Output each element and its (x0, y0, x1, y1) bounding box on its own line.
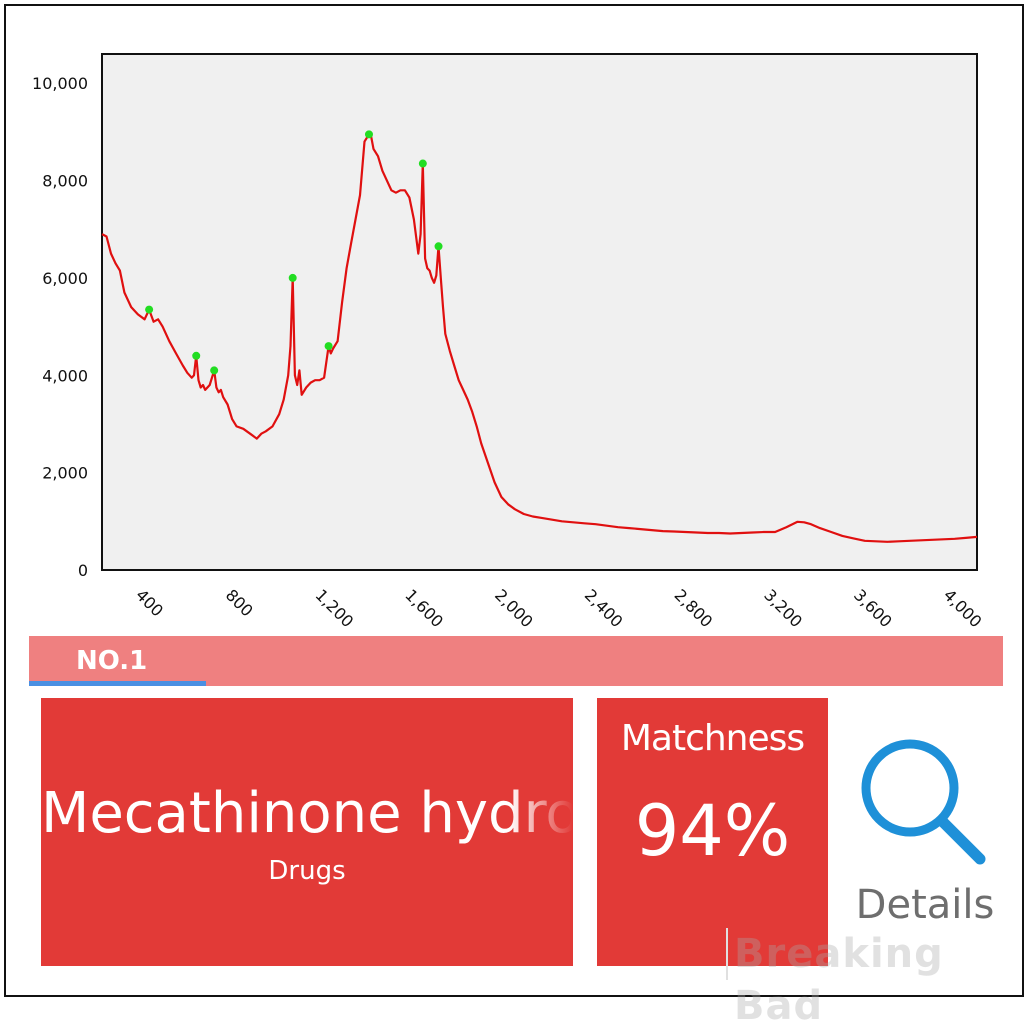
x-tick-label: 1,200 (312, 585, 358, 631)
y-tick-label: 8,000 (42, 172, 88, 191)
x-tick-label: 2,400 (581, 585, 627, 631)
y-axis-ticks: 0 2,000 4,000 6,000 8,000 10,000 (32, 74, 88, 580)
search-icon (861, 739, 986, 865)
x-tick-label: 2,800 (671, 585, 717, 631)
x-tick-label: 3,200 (760, 585, 806, 631)
peak-marker (434, 242, 443, 251)
peak-marker (192, 351, 201, 360)
matchness-label: Matchness (620, 718, 805, 759)
tab-active-indicator (29, 681, 206, 686)
peak-marker (418, 159, 427, 168)
x-axis-ticks: 400 800 1,200 1,600 2,000 2,400 2,800 3,200 3,60… (132, 585, 986, 631)
plot-area (101, 53, 978, 571)
peak-marker (288, 273, 297, 282)
x-tick-label: 3,600 (850, 585, 896, 631)
y-tick-label: 10,000 (32, 74, 88, 93)
spectrum-chart: 0 2,000 4,000 6,000 8,000 10,000 400 800 1,200 1… (32, 53, 986, 631)
y-tick-label: 4,000 (42, 366, 88, 385)
matchness-value: 94% (634, 790, 791, 872)
peak-marker (364, 130, 373, 139)
details-button[interactable]: Details (840, 726, 1010, 936)
x-tick-label: 1,600 (401, 585, 447, 631)
spectrum-line (101, 133, 978, 543)
compound-name: Mecathinone hydrochloride (41, 781, 573, 846)
x-tick-label: 800 (222, 585, 257, 620)
peak-marker (145, 305, 154, 314)
x-tick-label: 400 (132, 585, 167, 620)
details-label: Details (855, 882, 995, 928)
x-tick-label: 4,000 (940, 585, 986, 631)
peak-marker (210, 366, 219, 375)
peak-markers (145, 130, 443, 375)
y-tick-label: 0 (78, 561, 88, 580)
x-tick-label: 2,000 (491, 585, 537, 631)
y-tick-label: 6,000 (42, 269, 88, 288)
peak-marker (324, 342, 333, 351)
watermark: Breaking Bad (726, 928, 1032, 1029)
tab-no1-label[interactable]: NO.1 (76, 646, 148, 676)
compound-category: Drugs (268, 856, 346, 886)
result-tab-bar[interactable]: NO.1 (29, 636, 1003, 686)
matchness-card: Matchness 94% (597, 698, 828, 966)
y-tick-label: 2,000 (42, 464, 88, 483)
compound-card: Mecathinone hydrochloride Drugs (41, 698, 573, 966)
